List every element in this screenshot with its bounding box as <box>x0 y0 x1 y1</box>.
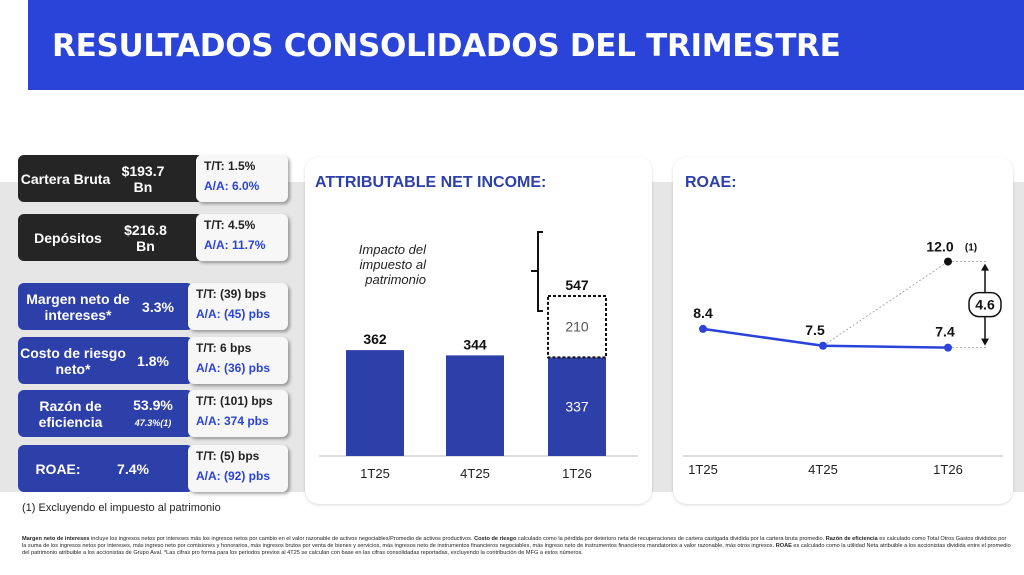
page-title: RESULTADOS CONSOLIDADOS DEL TRIMESTRE <box>52 28 841 64</box>
kpi-adjusted-note: 47.3%(1) <box>134 417 172 428</box>
kpi-razon-eficiencia: Razón de eficiencia 53.9% 47.3%(1) T/T: … <box>18 390 288 437</box>
roae-value-label: 7.5 <box>805 322 825 338</box>
kpi-cartera-bruta: Cartera Bruta $193.7 Bn T/T: 1.5% A/A: 6… <box>18 155 288 202</box>
note-term: Margen neto de intereses <box>22 536 90 542</box>
kpi-value: $216.8 Bn <box>124 221 167 254</box>
bar-value-label: 337 <box>565 399 589 415</box>
adjusted-note-label: (1) <box>965 243 977 254</box>
kpi-value-wrap: 53.9% 47.3%(1) <box>123 397 183 431</box>
roae-chart-svg: 8.4 1T25 7.5 4T25 7.4 1T26 12.0 (1) 4.6 <box>683 239 1003 477</box>
annotation-line-2: impuesto al <box>360 257 428 272</box>
tax-impact-value-label: 210 <box>565 319 589 335</box>
kpi-change-box: T/T: 6 bps A/A: (36) pbs <box>188 337 288 384</box>
kpi-value: 53.9% <box>133 396 173 413</box>
kpi-annual-change: A/A: 6.0% <box>204 179 260 193</box>
header-band <box>28 0 1024 90</box>
note-text: es calculado como Total Otros Gastos div… <box>22 536 1007 550</box>
bar-1T25 <box>346 350 404 456</box>
header: RESULTADOS CONSOLIDADOS DEL TRIMESTRE <box>0 0 1024 90</box>
bar-total-label: 547 <box>565 277 589 293</box>
bar-1T26 <box>548 357 606 456</box>
delta-badge <box>968 291 1002 318</box>
x-tick-label: 1T25 <box>688 462 718 477</box>
kpi-annual-change: A/A: (92) pbs <box>196 469 271 483</box>
kpi-value: 1.8% <box>137 352 169 369</box>
kpi-costo-riesgo: Costo de riesgo neto* 1.8% T/T: 6 bps A/… <box>18 337 288 384</box>
kpi-quarterly-change: T/T: (39) bps <box>196 287 267 301</box>
x-tick-label: 1T25 <box>360 466 390 481</box>
bar-4T25 <box>446 355 504 456</box>
kpi-dark-block: Margen neto de intereses* 3.3% <box>18 283 193 330</box>
bar-value-label: 362 <box>363 331 387 347</box>
kpi-label: Depósitos <box>34 229 102 246</box>
roae-value-label: 8.4 <box>693 305 713 321</box>
kpi-quarterly-change: T/T: (5) bps <box>196 449 260 463</box>
adjusted-value-label: 12.0 <box>926 239 953 255</box>
kpi-label: Razón de eficiencia <box>38 397 103 430</box>
annotation-line-3: patrimonio <box>364 272 426 287</box>
kpi-label: Cartera Bruta <box>20 170 111 187</box>
x-tick-label: 1T26 <box>933 462 963 477</box>
kpi-quarterly-change: T/T: 4.5% <box>204 218 256 232</box>
roae-value-label: 7.4 <box>935 324 955 340</box>
kpi-annual-change: A/A: 374 pbs <box>196 414 269 428</box>
note-term: ROAE <box>775 543 792 550</box>
kpi-dark-block: Depósitos $216.8 Bn <box>18 214 203 261</box>
roae-point-1T25 <box>699 324 707 333</box>
kpi-quarterly-change: T/T: 6 bps <box>196 341 252 355</box>
note-text: es calculado como la utilidad Neta atrib… <box>22 543 1011 557</box>
kpi-margen-neto: Margen neto de intereses* 3.3% T/T: (39)… <box>18 283 288 330</box>
kpi-label: Costo de riesgo neto* <box>20 344 126 377</box>
kpi-dark-block: Costo de riesgo neto* 1.8% <box>18 337 193 384</box>
income-chart-title: ATTRIBUTABLE NET INCOME: <box>315 174 547 191</box>
definitions-notes: Margen neto de intereses incluye los ing… <box>22 536 1012 558</box>
bar-tax-impact <box>547 295 607 359</box>
kpi-quarterly-change: T/T: (101) bps <box>196 394 273 408</box>
income-chart-card: ATTRIBUTABLE NET INCOME: 1T25 362 4T25 344 1… <box>305 157 652 504</box>
x-tick-label: 4T25 <box>460 466 490 481</box>
note-term: Razón de eficiencia <box>825 536 878 542</box>
kpi-label: Margen neto de intereses* <box>26 290 130 323</box>
roae-chart-card: ROAE: 8.4 1T25 7.5 4T25 7.4 1T26 12.0 (1) 4.6 <box>673 157 1013 504</box>
kpi-change-box: T/T: (39) bps A/A: (45) pbs <box>188 283 288 330</box>
kpi-change-box: T/T: (101) bps A/A: 374 pbs <box>188 390 288 437</box>
annotation-brace <box>531 231 543 312</box>
adjusted-trend-line <box>822 261 949 347</box>
kpi-depositos: Depósitos $216.8 Bn T/T: 4.5% A/A: 11.7% <box>18 214 288 261</box>
x-tick-label: 4T25 <box>808 462 838 477</box>
roae-adjusted-point <box>944 257 952 266</box>
kpi-annual-change: A/A: (45) pbs <box>196 307 271 321</box>
kpi-footnote: (1) Excluyendo el impuesto al patrimonio <box>22 502 221 514</box>
delta-value-label: 4.6 <box>975 297 995 313</box>
kpi-label: ROAE: <box>35 460 81 477</box>
kpi-value: 3.3% <box>142 298 174 315</box>
kpi-change-box: T/T: 1.5% A/A: 6.0% <box>196 155 288 202</box>
roae-point-1T26 <box>944 343 952 352</box>
kpi-roae: ROAE: 7.4% T/T: (5) bps A/A: (92) pbs <box>18 445 288 492</box>
kpi-change-box: T/T: (5) bps A/A: (92) pbs <box>188 445 288 492</box>
note-text: calculado como la pérdida por deterioro … <box>516 536 826 542</box>
note-text: incluye los ingresos netos por intereses… <box>89 536 475 542</box>
roae-point-4T25 <box>819 341 827 350</box>
delta-arrow-head-up <box>981 263 989 271</box>
delta-arrow-head-down <box>981 338 989 346</box>
bar-value-label: 344 <box>463 336 487 352</box>
annotation-line-1: Impacto del <box>359 242 427 257</box>
kpi-dark-block: ROAE: 7.4% <box>18 445 193 492</box>
roae-chart-title: ROAE: <box>685 174 737 191</box>
x-tick-label: 1T26 <box>562 466 592 481</box>
kpi-dark-block: Razón de eficiencia 53.9% 47.3%(1) <box>18 390 193 437</box>
kpi-value: $193.7 Bn <box>121 162 165 195</box>
kpi-change-box: T/T: 4.5% A/A: 11.7% <box>196 214 288 261</box>
kpi-value: 7.4% <box>117 460 149 477</box>
kpi-dark-block: Cartera Bruta $193.7 Bn <box>18 155 203 202</box>
kpi-annual-change: A/A: 11.7% <box>204 238 266 252</box>
note-term: Costo de riesgo <box>474 536 517 542</box>
kpi-quarterly-change: T/T: 1.5% <box>204 159 256 173</box>
kpi-annual-change: A/A: (36) pbs <box>196 361 271 375</box>
